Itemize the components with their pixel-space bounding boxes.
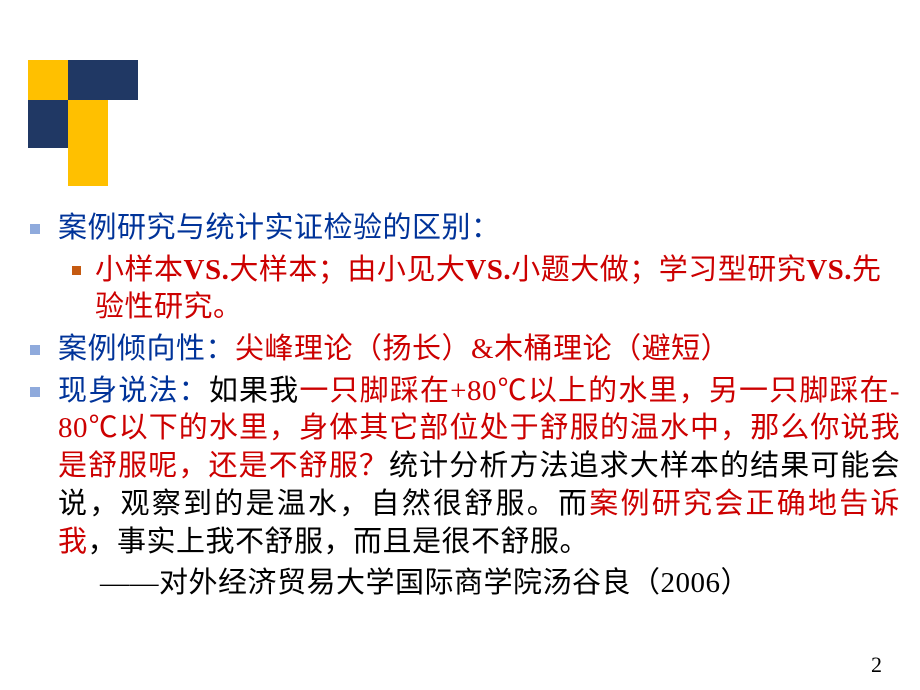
bullet-item-4: 现身说法：如果我一只脚踩在+80℃以上的水里，另一只脚踩在- 80℃以下的水里，… — [30, 373, 900, 561]
seg: 尖峰理论（扬长）&木桶理论（避短） — [235, 333, 730, 365]
text-line-3: 案例倾向性：尖峰理论（扬长）&木桶理论（避短） — [58, 331, 730, 369]
logo-block-1 — [28, 60, 68, 100]
logo-block-2 — [68, 60, 138, 100]
seg: 小样本 — [95, 254, 184, 286]
seg: 案例倾向性： — [58, 333, 235, 365]
page-number: 2 — [871, 652, 882, 678]
seg: VS. — [184, 254, 230, 286]
logo-block-3 — [28, 100, 68, 148]
text-line-1: 案例研究与统计实证检验的区别： — [58, 210, 501, 248]
text-line-2: 小样本VS.大样本；由小见大VS.小题大做；学习型研究VS.先验性研究。 — [95, 252, 900, 327]
bullet-icon — [30, 224, 40, 234]
attribution-text: ——对外经济贸易大学国际商学院汤谷良（2006） — [100, 565, 750, 603]
slide-content: 案例研究与统计实证检验的区别： 小样本VS.大样本；由小见大VS.小题大做；学习… — [30, 210, 900, 607]
seg: VS. — [806, 254, 852, 286]
seg: 大样本；由小见大 — [229, 254, 465, 286]
text-line-4: 现身说法：如果我一只脚踩在+80℃以上的水里，另一只脚踩在- 80℃以下的水里，… — [58, 373, 900, 561]
seg: 现身说法： — [58, 375, 209, 407]
bullet-item-2: 小样本VS.大样本；由小见大VS.小题大做；学习型研究VS.先验性研究。 — [72, 252, 900, 327]
seg: 如果我 — [209, 375, 300, 407]
seg: 小题大做；学习型研究 — [511, 254, 806, 286]
logo-block-4 — [68, 100, 108, 186]
seg: VS. — [465, 254, 511, 286]
attribution-row: ——对外经济贸易大学国际商学院汤谷良（2006） — [100, 565, 900, 603]
bullet-item-3: 案例倾向性：尖峰理论（扬长）&木桶理论（避短） — [30, 331, 900, 369]
seg: ，事实上我不舒服，而且是很不舒服。 — [88, 526, 590, 558]
bullet-icon — [30, 345, 40, 355]
bullet-icon — [72, 266, 81, 275]
seg: 一只脚踩在+80 — [299, 375, 497, 407]
bullet-icon — [30, 387, 40, 397]
bullet-item-1: 案例研究与统计实证检验的区别： — [30, 210, 900, 248]
